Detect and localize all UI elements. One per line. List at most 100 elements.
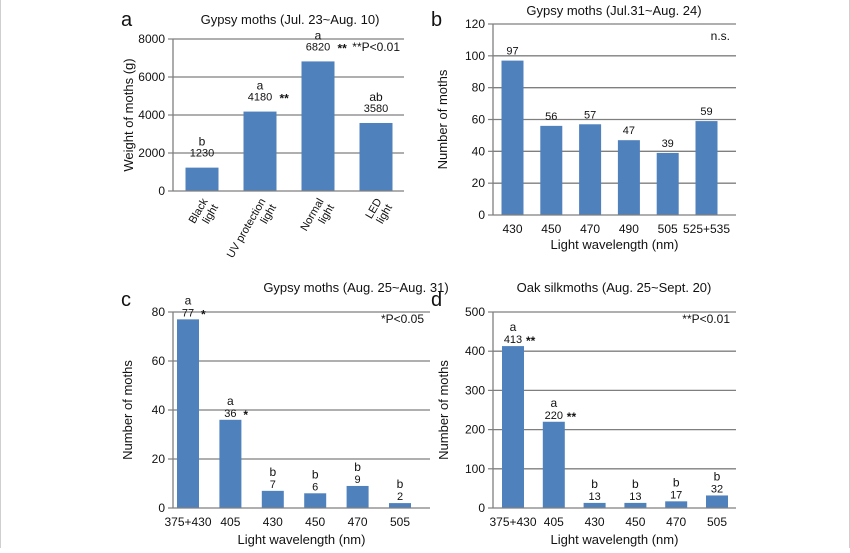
panel-title: Gypsy moths (Jul.31~Aug. 24) — [526, 3, 701, 18]
panel-title: Gypsy moths (Aug. 25~Aug. 31) — [263, 280, 448, 295]
bar — [389, 503, 411, 508]
data-label: 97 — [506, 46, 518, 58]
data-label: 13 — [629, 491, 641, 503]
bar — [243, 111, 277, 191]
bar — [304, 493, 327, 508]
y-tick-label: 40 — [152, 403, 166, 417]
y-tick-label: 120 — [465, 17, 485, 31]
significance-letter: b — [673, 475, 680, 489]
significance-letter: a — [550, 396, 557, 410]
x-axis-title: Light wavelength (nm) — [238, 532, 366, 547]
y-tick-label: 80 — [472, 81, 486, 95]
significance-letter: b — [591, 477, 598, 491]
significance-stars: ** — [567, 410, 577, 424]
significance-letter: a — [257, 79, 264, 93]
y-tick-label: 80 — [152, 305, 166, 319]
bar — [261, 490, 284, 508]
y-axis-title: Number of moths — [436, 360, 451, 460]
x-tick-label: 450 — [305, 515, 325, 529]
x-tick-label: 405 — [220, 515, 240, 529]
bar — [502, 346, 524, 508]
significance-letter: b — [269, 465, 276, 479]
data-label: 9 — [355, 474, 361, 486]
panel-letter: d — [431, 289, 442, 311]
x-tick-label: 470 — [348, 515, 368, 529]
significance-stars: * — [243, 408, 248, 422]
bar — [665, 501, 688, 508]
x-tick-label: 405 — [544, 515, 564, 529]
y-tick-label: 300 — [465, 383, 485, 397]
data-label: 39 — [662, 138, 674, 150]
y-tick-label: 0 — [158, 501, 165, 515]
significance-letter: b — [354, 460, 361, 474]
y-tick-label: 100 — [465, 462, 485, 476]
significance-stars: ** — [280, 92, 290, 106]
bar — [540, 125, 563, 215]
x-tick-label: 490 — [619, 222, 639, 236]
panel-letter: b — [431, 9, 442, 31]
panel-b: b Gypsy moths (Jul.31~Aug. 24) 97 56 57 47 39 5… — [431, 3, 736, 252]
significance-stars: * — [201, 307, 206, 321]
data-label: 6820 — [306, 41, 330, 53]
bar — [656, 152, 679, 215]
x-tick-label: 375+430 — [164, 515, 211, 529]
y-tick-label: 200 — [465, 423, 485, 437]
y-tick-label: 2000 — [138, 146, 165, 160]
panel-title: Gypsy moths (Jul. 23~Aug. 10) — [201, 12, 380, 27]
x-tick-label: 450 — [541, 222, 561, 236]
data-label: 59 — [700, 106, 712, 118]
x-tick-label: UV protectionlight — [225, 197, 279, 267]
x-tick-label: 525+535 — [683, 222, 730, 236]
y-axis-title: Number of moths — [120, 360, 135, 460]
x-tick-label: 470 — [580, 222, 600, 236]
x-tick-label: 430 — [502, 222, 522, 236]
panel-letter: c — [121, 289, 131, 311]
data-label: 17 — [670, 489, 682, 501]
y-tick-label: 20 — [472, 176, 486, 190]
y-axis-title: Weight of moths (g) — [121, 58, 136, 171]
x-tick-label: 430 — [263, 515, 283, 529]
bar — [185, 167, 219, 191]
data-label: 47 — [623, 125, 635, 137]
bar — [219, 419, 242, 508]
significance-letter: b — [632, 477, 639, 491]
data-label: 2 — [397, 491, 403, 503]
significance-stars: ** — [338, 41, 348, 55]
significance-letter: a — [510, 320, 517, 334]
significance-letter: a — [315, 28, 322, 42]
x-tick-label: 505 — [707, 515, 727, 529]
x-tick-label: 505 — [390, 515, 410, 529]
y-tick-label: 0 — [478, 208, 485, 222]
significance-letter: a — [185, 293, 192, 307]
left-border — [0, 0, 1, 548]
bar — [579, 124, 602, 215]
significance-stars: ** — [526, 334, 536, 348]
x-tick-label: Blacklight — [187, 196, 221, 232]
data-label: 220 — [545, 410, 563, 422]
significance-letter: a — [227, 394, 234, 408]
y-tick-label: 60 — [152, 354, 166, 368]
significance-note: n.s. — [711, 29, 730, 43]
bar — [301, 61, 335, 191]
x-tick-label: LEDlight — [364, 196, 396, 227]
y-tick-label: 20 — [152, 452, 166, 466]
data-label: 413 — [504, 334, 522, 346]
bar — [624, 502, 647, 508]
x-axis-title: Light wavelength (nm) — [551, 237, 679, 252]
data-label: 36 — [224, 408, 236, 420]
significance-note: **P<0.01 — [682, 312, 730, 326]
data-label: 3580 — [364, 103, 388, 115]
bar — [359, 122, 393, 191]
x-tick-label: Normallight — [298, 197, 337, 240]
data-label: 32 — [711, 483, 723, 495]
bar — [695, 121, 718, 215]
bar — [346, 485, 369, 508]
y-axis-title: Number of moths — [435, 69, 450, 169]
x-axis-title: Light wavelength (nm) — [551, 532, 679, 547]
panel-a: a Gypsy moths (Jul. 23~Aug. 10)1230b4180a… — [121, 9, 404, 267]
significance-letter: b — [312, 467, 319, 481]
data-label: 77 — [182, 307, 194, 319]
y-tick-label: 8000 — [138, 32, 165, 46]
